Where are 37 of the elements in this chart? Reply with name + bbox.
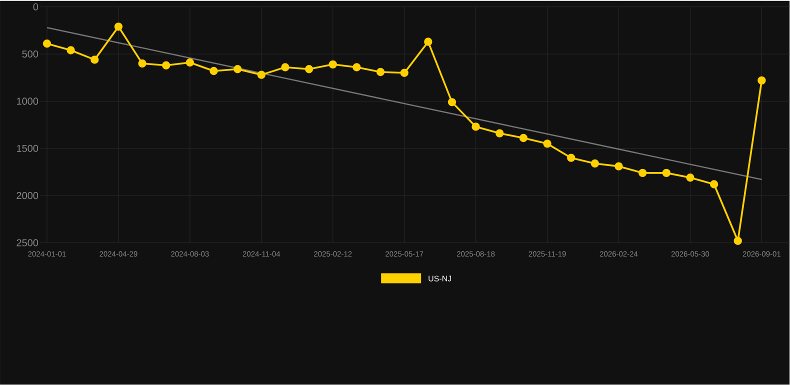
point [519,134,528,142]
point [186,58,194,67]
y-tick-label: 0 [33,3,38,11]
y-tick-label: 2000 [16,192,38,200]
point [496,129,504,138]
point [686,174,694,182]
point [210,67,218,76]
point [734,236,742,246]
y-tick-label: 500 [22,50,38,58]
point [233,65,242,74]
point [304,65,314,74]
point [352,63,361,72]
point [281,63,290,72]
y-tick-label: 2500 [16,239,38,246]
point [567,154,576,162]
point [614,162,623,171]
point [448,98,456,106]
point [376,68,385,76]
point [90,56,99,64]
point [472,122,480,131]
point [424,38,432,46]
point [114,22,123,31]
point [328,60,337,69]
point [638,168,647,178]
point [400,68,408,78]
point [543,140,552,148]
point [66,46,75,55]
point [662,168,670,178]
point [138,60,146,68]
y-tick-label: 1500 [17,145,38,152]
point [758,76,766,85]
point [162,61,170,70]
y-tick-label: 1000 [17,98,38,105]
point [710,180,718,188]
point [257,70,266,80]
point [42,40,52,48]
point [590,160,600,168]
